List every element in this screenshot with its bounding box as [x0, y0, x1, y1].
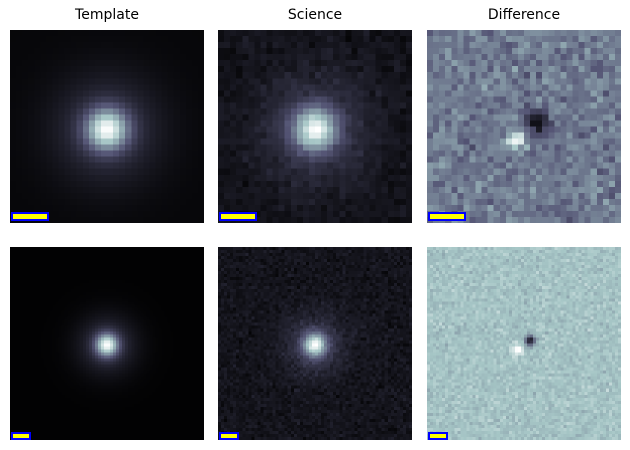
difference-image-bottom: [427, 247, 621, 440]
template-image-top: [10, 30, 204, 223]
scale-bar: [11, 212, 49, 221]
scale-bar: [428, 432, 448, 440]
column-title-difference: Difference: [487, 7, 561, 23]
scale-bar: [219, 212, 257, 221]
scale-bar: [219, 432, 239, 440]
scale-bar: [11, 432, 31, 440]
difference-image-top: [427, 30, 621, 223]
column-title-template: Template: [75, 7, 139, 23]
template-image-bottom: [10, 247, 204, 440]
science-image-bottom: [218, 247, 412, 440]
scale-bar: [428, 212, 466, 221]
science-image-top: [218, 30, 412, 223]
column-title-science: Science: [287, 7, 343, 23]
